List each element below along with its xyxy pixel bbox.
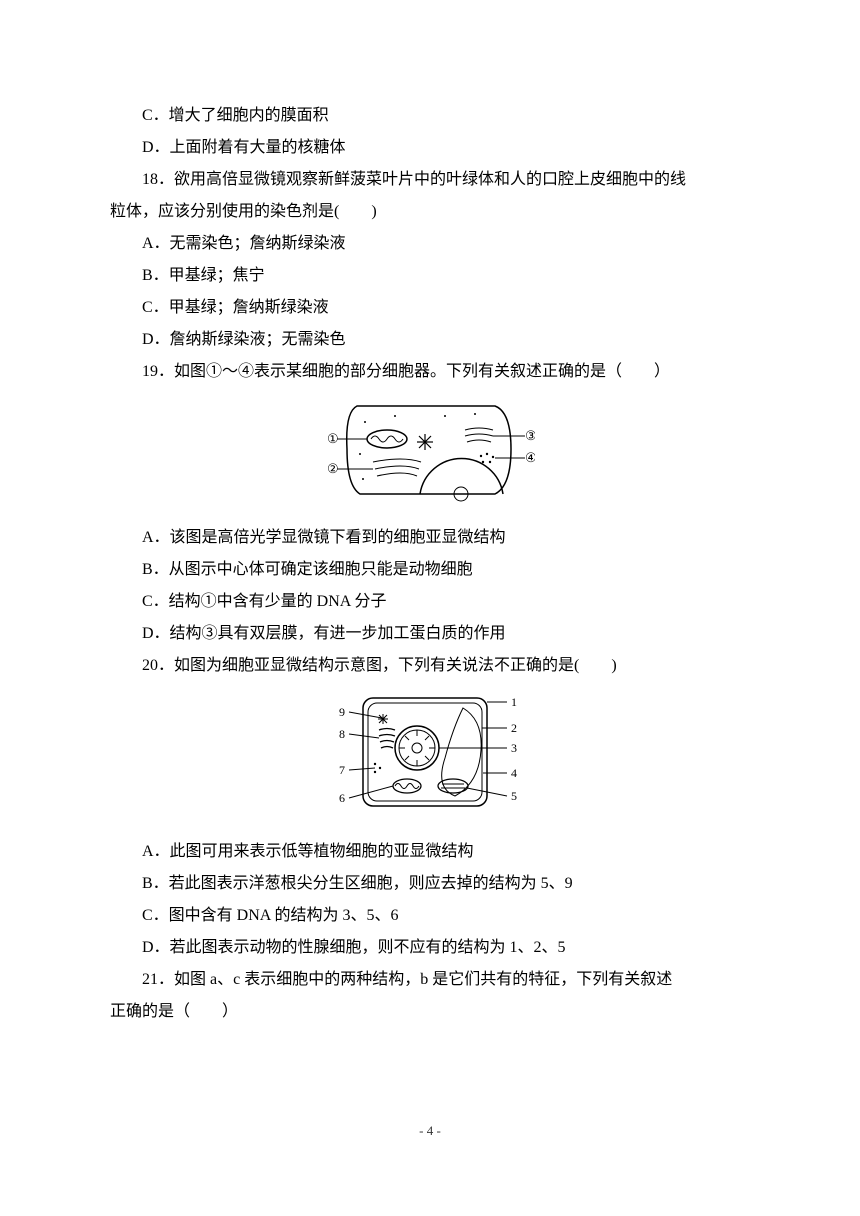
q19-opt-d: D．结构③具有双层膜，有进一步加工蛋白质的作用 — [110, 618, 750, 650]
q20-lead: 20．如图为细胞亚显微结构示意图，下列有关说法不正确的是( ) — [110, 650, 750, 682]
q19-opt-b: B．从图示中心体可确定该细胞只能是动物细胞 — [110, 554, 750, 586]
q18-lead: 18．欲用高倍显微镜观察新鲜菠菜叶片中的叶绿体和人的口腔上皮细胞中的线 — [110, 164, 750, 196]
q20-label-3: 3 — [511, 741, 517, 755]
q20-label-1: 1 — [511, 695, 517, 709]
q18-opt-b: B．甲基绿；焦宁 — [110, 260, 750, 292]
q21-cont: 正确的是（ ） — [110, 996, 750, 1028]
q20-figure: 1 2 3 4 5 6 7 8 9 — [110, 688, 750, 830]
q19-opt-c: C．结构①中含有少量的 DNA 分子 — [110, 586, 750, 618]
q17-opt-c: C．增大了细胞内的膜面积 — [110, 100, 750, 132]
q19-label-3: ③ — [525, 428, 535, 443]
q18-opt-c: C．甲基绿；詹纳斯绿染液 — [110, 292, 750, 324]
q20-label-4: 4 — [511, 766, 517, 780]
q20-opt-c: C．图中含有 DNA 的结构为 3、5、6 — [110, 900, 750, 932]
q20-label-8: 8 — [339, 727, 345, 741]
q18-opt-d: D．詹纳斯绿染液；无需染色 — [110, 324, 750, 356]
q19-label-2: ② — [327, 461, 339, 476]
q20-label-6: 6 — [339, 791, 345, 805]
page-number: - 4 - — [0, 1118, 860, 1144]
q21-lead: 21．如图 a、c 表示细胞中的两种结构，b 是它们共有的特征，下列有关叙述 — [110, 964, 750, 996]
q19-label-1: ① — [327, 431, 339, 446]
q18-cont: 粒体，应该分别使用的染色剂是( ) — [110, 196, 750, 228]
q19-opt-a: A．该图是高倍光学显微镜下看到的细胞亚显微结构 — [110, 522, 750, 554]
q17-opt-d: D．上面附着有大量的核糖体 — [110, 132, 750, 164]
q20-opt-d: D．若此图表示动物的性腺细胞，则不应有的结构为 1、2、5 — [110, 932, 750, 964]
q19-lead: 19．如图①～④表示某细胞的部分细胞器。下列有关叙述正确的是（ ） — [110, 356, 750, 388]
q20-opt-b: B．若此图表示洋葱根尖分生区细胞，则应去掉的结构为 5、9 — [110, 868, 750, 900]
q20-opt-a: A．此图可用来表示低等植物细胞的亚显微结构 — [110, 836, 750, 868]
q20-label-7: 7 — [339, 763, 345, 777]
q20-label-5: 5 — [511, 789, 517, 803]
q19-figure: ① ② ③ ④ — [110, 394, 750, 516]
q20-label-2: 2 — [511, 721, 517, 735]
q18-opt-a: A．无需染色；詹纳斯绿染液 — [110, 228, 750, 260]
q19-label-4: ④ — [525, 450, 535, 465]
q20-label-9: 9 — [339, 705, 345, 719]
